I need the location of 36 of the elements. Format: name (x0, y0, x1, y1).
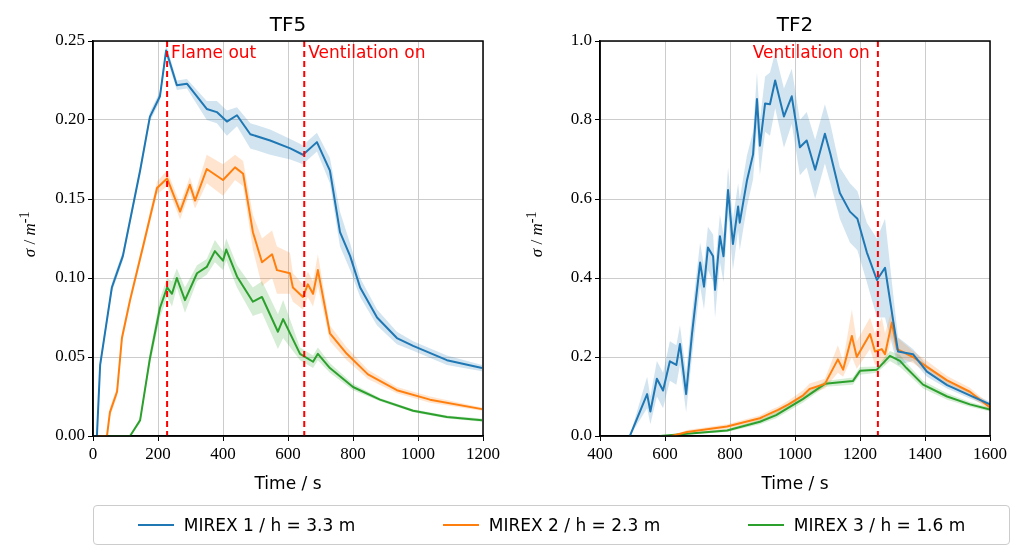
x-tick-label: 800 (340, 443, 366, 463)
ref-line-label: Ventilation on (308, 41, 426, 62)
y-tick-label: 1.0 (570, 30, 592, 50)
x-tick-label: 800 (717, 443, 743, 463)
x-tick-label: 1600 (973, 443, 1007, 463)
legend-label: MIREX 2 / h = 2.3 m (488, 515, 661, 535)
y-tick-label: 0.4 (570, 267, 593, 287)
y-tick-label: 0.6 (570, 188, 592, 208)
chart-title: TF2 (775, 12, 815, 36)
y-tick-label: 0.00 (55, 425, 85, 445)
y-tick-label: 0.05 (55, 346, 85, 366)
x-tick-label: 600 (275, 443, 301, 463)
y-tick-label: 0.25 (55, 30, 85, 50)
ref-line-label: Flame out (171, 41, 257, 62)
y-tick-label: 0.8 (570, 109, 592, 129)
y-tick-label: 0.2 (570, 346, 592, 366)
y-tick-label: 0.0 (570, 425, 592, 445)
x-tick-label: 400 (587, 443, 613, 463)
x-tick-label: 0 (88, 443, 98, 463)
x-tick-label: 200 (145, 443, 171, 463)
x-tick-label: 1000 (778, 443, 812, 463)
x-tick-label: 1000 (401, 443, 435, 463)
legend-label: MIREX 1 / h = 3.3 m (183, 515, 356, 535)
y-tick-label: 0.10 (55, 267, 85, 287)
x-tick-label: 600 (652, 443, 678, 463)
y-tick-label: 0.15 (55, 188, 85, 208)
ref-line-label: Ventilation on (752, 41, 870, 62)
x-tick-label: 1400 (908, 443, 942, 463)
x-axis-title: Time / s (253, 473, 322, 494)
legend-label: MIREX 3 / h = 1.6 m (793, 515, 966, 535)
x-axis-title: Time / s (760, 473, 829, 494)
x-tick-label: 1200 (843, 443, 877, 463)
chart-title: TF5 (268, 12, 308, 36)
x-tick-label: 1200 (466, 443, 500, 463)
y-tick-label: 0.20 (55, 109, 85, 129)
x-tick-label: 400 (210, 443, 236, 463)
